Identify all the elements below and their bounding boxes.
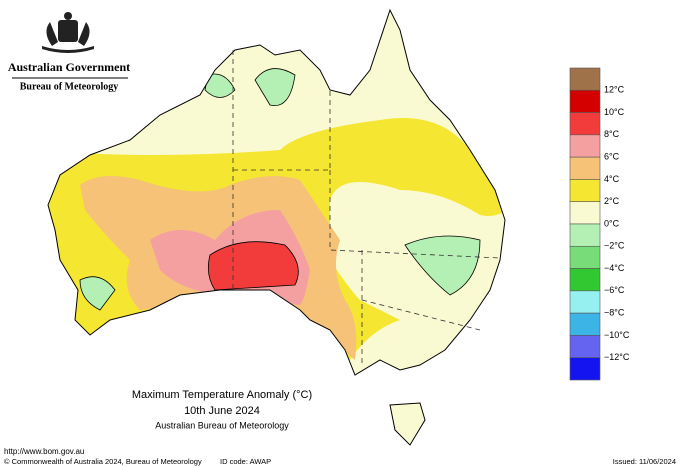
legend-label: −12°C (604, 352, 630, 362)
legend: 12°C 10°C 8°C 6°C 4°C 2°C 0°C −2°C −4°C −6°C −8°C −… (569, 67, 630, 381)
government-name: Australian Government (8, 60, 130, 74)
legend-label: −8°C (604, 308, 625, 318)
legend-label: −2°C (604, 241, 625, 251)
legend-swatch (569, 134, 601, 158)
legend-swatch (569, 112, 601, 136)
map-source: Australian Bureau of Meteorology (155, 420, 289, 430)
map-title: Maximum Temperature Anomaly (°C) (132, 389, 312, 401)
legend-swatch (569, 223, 601, 247)
legend-swatch (569, 201, 601, 225)
legend-swatch (569, 89, 601, 113)
legend-label: 4°C (604, 174, 620, 184)
legend-label: −4°C (604, 263, 625, 273)
legend-swatch (569, 335, 601, 359)
legend-swatch (569, 357, 601, 381)
legend-label: 0°C (604, 218, 620, 228)
legend-swatch (569, 156, 601, 180)
agency-name: Bureau of Meteorology (20, 81, 119, 92)
legend-swatch (569, 245, 601, 269)
footer-id: ID code: AWAP (220, 457, 271, 466)
coat-of-arms (42, 12, 94, 53)
footer-issued: Issued: 11/06/2024 (613, 457, 676, 466)
legend-label: −10°C (604, 330, 630, 340)
footer-url: http://www.bom.gov.au (4, 447, 84, 456)
legend-swatch (569, 179, 601, 203)
legend-swatch (569, 268, 601, 292)
legend-label: 6°C (604, 152, 620, 162)
footer-copyright: © Commonwealth of Australia 2024, Bureau… (4, 457, 202, 466)
legend-swatch (569, 290, 601, 314)
legend-label: 2°C (604, 196, 620, 206)
legend-label: −6°C (604, 285, 625, 295)
legend-label: 8°C (604, 129, 620, 139)
map-date: 10th June 2024 (184, 405, 260, 417)
legend-swatch (569, 312, 601, 336)
legend-label: 10°C (604, 107, 625, 117)
legend-label: 12°C (604, 85, 625, 95)
legend-swatch (569, 67, 601, 91)
